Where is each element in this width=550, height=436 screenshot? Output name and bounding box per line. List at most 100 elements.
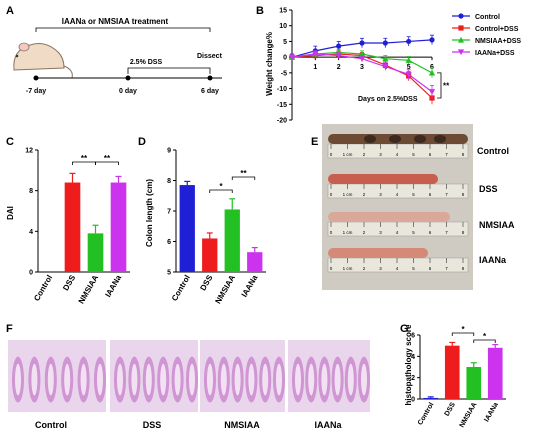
significance-bracket — [209, 189, 233, 193]
ruler-label: 8 — [462, 230, 465, 235]
timeline-point-end — [207, 75, 213, 81]
data-point — [458, 13, 464, 19]
ruler-label: 5 — [412, 152, 415, 157]
g-ylabel: histopathology score — [404, 324, 413, 405]
histology-images — [8, 340, 370, 412]
ruler-label: 2 — [363, 266, 366, 271]
panel-e-label: E — [311, 136, 318, 148]
ruler-label: 1 cm — [343, 230, 353, 235]
significance-label: * — [483, 332, 487, 341]
c-plot: 0 4 8 12 Control DSS NMSIAA IAANa ** ** — [25, 148, 130, 305]
panel-f: F Control DSS NMSIAA IAANa — [6, 323, 370, 430]
category-label: Control — [170, 274, 192, 303]
data-point — [406, 38, 412, 45]
ruler-label: 3 — [379, 192, 382, 197]
dss-bracket — [127, 67, 211, 74]
significance-label: ** — [104, 154, 111, 163]
y-tick-label: 6 — [167, 239, 171, 246]
panel-f-label: F — [6, 323, 13, 335]
legend-label: IAANa+DSS — [475, 50, 515, 57]
f-label-nmsiaa: NMSIAA — [224, 420, 260, 430]
bar — [87, 233, 104, 272]
data-point — [457, 36, 465, 43]
stool-pellet — [364, 135, 376, 143]
data-point — [312, 51, 319, 58]
y-tick-label: -20 — [277, 118, 287, 125]
f-label-control: Control — [35, 420, 67, 430]
ruler-label: 4 — [396, 152, 399, 157]
panel-c: C DAI 0 4 8 12 Control DSS NMSIAA IAANa ** ** — [6, 136, 130, 305]
y-tick-label: 7 — [167, 209, 171, 216]
significance-label: ** — [240, 169, 247, 178]
crypt-lumen — [189, 363, 195, 396]
panel-d: D Colon length (cm) 5 6 7 8 9 Control DSSNMSIA… — [138, 136, 266, 305]
significance-bracket — [95, 161, 119, 165]
significance-label: * — [219, 182, 223, 191]
timeline-point-dss — [125, 75, 131, 81]
data-point — [382, 55, 389, 62]
timeline-day-2: 0 day — [119, 88, 137, 95]
panel-g-label: G — [400, 323, 409, 335]
crypt-lumen — [160, 363, 167, 396]
category-label: IAANa — [103, 273, 123, 299]
crypt-lumen — [47, 363, 54, 396]
crypt-lumen — [80, 363, 87, 396]
panel-a-label: A — [6, 5, 14, 17]
g-plot: 0 2 4 6 Control DSS NMSIAA IAANa * * — [411, 325, 506, 429]
crypt-lumen — [145, 363, 152, 396]
category-label: NMSIAA — [459, 402, 479, 429]
ruler-label: 7 — [445, 192, 448, 197]
y-tick-label: 4 — [29, 229, 33, 236]
bar — [466, 367, 482, 399]
y-tick-label: 8 — [167, 178, 171, 185]
x-tick-label: 5 — [407, 64, 411, 71]
panel-e: E 0 1 cm 2 3 4 5 6 7 8 0 1 cm 2 3 4 5 6 7 8 0 1 cm 2 3 4 5 6 7 8 0 1… — [311, 124, 515, 290]
mouse-icon — [13, 42, 73, 79]
ruler-label: 4 — [396, 266, 399, 271]
data-point — [457, 49, 465, 56]
x-tick-label: 3 — [360, 64, 364, 71]
panel-b: B Weight change% 151050-5-10-15-20123456… — [256, 5, 521, 125]
x-tick-label: 1 — [313, 64, 317, 71]
colon-strips: 0 1 cm 2 3 4 5 6 7 8 0 1 cm 2 3 4 5 6 7 8 0 1 cm 2 3 4 5 6 7 8 0 1 c… — [327, 134, 469, 273]
category-label: DSS — [198, 273, 214, 292]
ruler-label: 0 — [330, 152, 333, 157]
bar — [202, 238, 218, 272]
panel-d-label: D — [138, 136, 146, 148]
crypt-lumen — [321, 363, 328, 396]
ruler-label: 1 cm — [343, 152, 353, 157]
bar — [247, 252, 263, 272]
data-point — [358, 56, 366, 62]
ruler-label: 1 cm — [343, 266, 353, 271]
ruler-label: 3 — [379, 152, 382, 157]
legend-label: Control — [475, 14, 500, 21]
category-label: Control — [417, 401, 436, 426]
legend-label: Control+DSS — [475, 26, 519, 33]
b-legend: Control Control+DSS NMSIAA+DSS IAANa+DSS — [452, 13, 521, 57]
crypt-lumen — [117, 363, 123, 396]
category-label: NMSIAA — [213, 273, 237, 305]
ruler-label: 0 — [330, 266, 333, 271]
crypt-lumen — [262, 363, 269, 396]
crypt-lumen — [234, 363, 241, 396]
colon-tissue — [328, 212, 450, 222]
colon-tissue — [328, 248, 428, 258]
ruler-label: 7 — [445, 152, 448, 157]
ruler-label: 5 — [412, 266, 415, 271]
significance-label: ** — [443, 81, 450, 90]
timeline-day-3: 6 day — [201, 88, 219, 95]
crypt-lumen — [276, 363, 282, 396]
data-point — [335, 52, 342, 59]
data-point — [382, 63, 389, 70]
data-point — [429, 37, 435, 43]
timeline-day-1: -7 day — [26, 88, 46, 95]
treatment-label: IAANa or NMSIAA treatment — [62, 17, 169, 26]
crypt-lumen — [131, 363, 138, 396]
ruler-label: 3 — [379, 230, 382, 235]
ruler-label: 2 — [363, 230, 366, 235]
category-label: NMSIAA — [77, 273, 101, 305]
significance-bracket — [437, 72, 442, 99]
ruler-label: 6 — [429, 230, 432, 235]
